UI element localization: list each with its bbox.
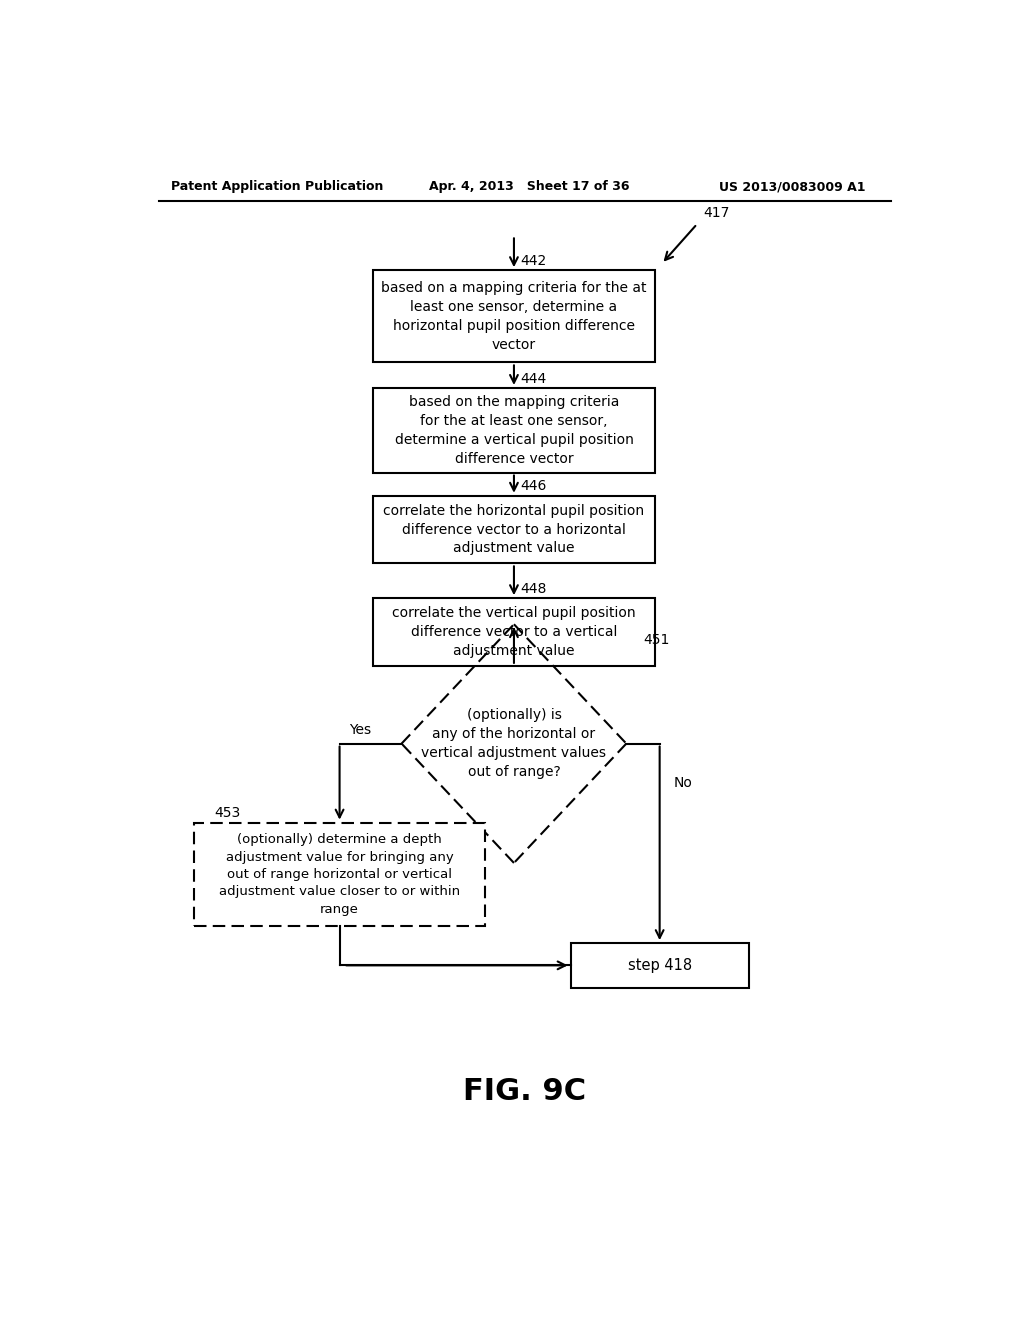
Text: 444: 444 [520, 371, 547, 385]
Text: 451: 451 [643, 634, 670, 647]
Bar [373, 598, 655, 665]
Bar [373, 496, 655, 564]
Text: Yes: Yes [349, 723, 371, 738]
Text: correlate the horizontal pupil position
difference vector to a horizontal
adjust: correlate the horizontal pupil position … [383, 504, 644, 556]
Text: Apr. 4, 2013   Sheet 17 of 36: Apr. 4, 2013 Sheet 17 of 36 [429, 181, 629, 194]
Text: (optionally) is
any of the horizontal or
vertical adjustment values
out of range: (optionally) is any of the horizontal or… [422, 708, 606, 779]
Bar [373, 388, 655, 473]
Bar [195, 822, 485, 927]
Text: Patent Application Publication: Patent Application Publication [171, 181, 383, 194]
Text: 417: 417 [703, 206, 730, 220]
Text: 446: 446 [520, 479, 547, 494]
Text: step 418: step 418 [628, 958, 692, 973]
Text: 453: 453 [214, 807, 241, 820]
Text: 442: 442 [520, 253, 547, 268]
Bar [373, 271, 655, 363]
Text: No: No [674, 776, 692, 789]
Text: based on the mapping criteria
for the at least one sensor,
determine a vertical : based on the mapping criteria for the at… [394, 395, 634, 466]
Text: correlate the vertical pupil position
difference vector to a vertical
adjustment: correlate the vertical pupil position di… [392, 606, 636, 657]
Text: (optionally) determine a depth
adjustment value for bringing any
out of range ho: (optionally) determine a depth adjustmen… [219, 833, 460, 916]
Text: FIG. 9C: FIG. 9C [463, 1077, 587, 1106]
Text: based on a mapping criteria for the at
least one sensor, determine a
horizontal : based on a mapping criteria for the at l… [381, 281, 647, 351]
Text: 448: 448 [520, 582, 547, 595]
Bar [570, 942, 749, 987]
Text: US 2013/0083009 A1: US 2013/0083009 A1 [719, 181, 865, 194]
